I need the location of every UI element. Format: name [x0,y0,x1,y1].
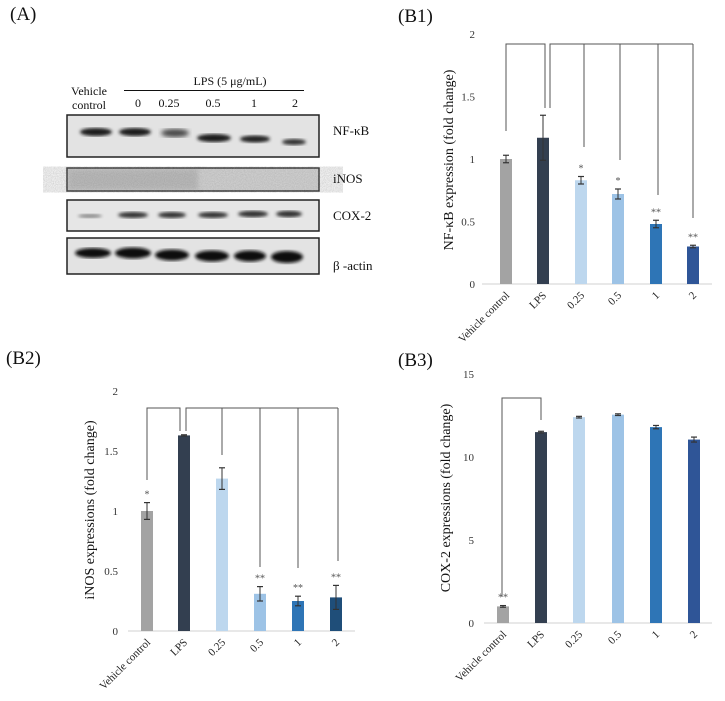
significance-bracket [146,407,181,480]
bar-vehicle-control [500,159,512,284]
significance-marker: ** [255,574,265,585]
blot-label-beta-actin: β -actin [333,258,373,273]
x-tick-label: 0.5 [606,628,625,647]
bar-vehicle-control [497,606,509,623]
blot-strip-inos [66,167,320,192]
blot-strip-nfkb [66,114,320,158]
lps-header-line [124,90,304,91]
significance-bracket [501,397,542,597]
x-tick-label: 2 [688,629,700,641]
y-tick-label: 0 [470,279,476,291]
bar-0p25 [216,478,228,631]
x-tick-label: 0.25 [563,628,585,650]
blot-label-inos: iNOS [333,171,363,186]
significance-bracket [185,407,338,431]
bar-1 [292,601,304,631]
vehicle-line2: control [72,98,106,112]
y-axis-label: iNOS expressions (fold change) [83,420,98,600]
y-axis-label: NF-κB expression (fold change) [442,69,457,250]
vehicle-line1: Vehicle [71,84,107,98]
significance-marker: ** [293,583,303,594]
significance-marker: * [616,176,621,187]
panel-label-b1: (B1) [398,6,433,27]
panel-label-b2: (B2) [6,348,41,369]
vehicle-control-label: Vehicle control [64,84,114,112]
bar-0p25 [573,417,585,623]
bar-2 [688,439,700,623]
y-tick-label: 1.5 [461,92,475,104]
lane-label-0: 0 [135,96,141,110]
x-tick-label: Vehicle control [453,629,509,685]
blot-strip-cox2 [66,199,320,232]
significance-marker: * [145,490,150,501]
bar-0p5 [612,414,624,623]
y-tick-label: 5 [469,535,475,547]
significance-marker: ** [498,593,508,604]
blot-label-cox2: COX-2 [333,208,372,223]
panel-label-b3: (B3) [398,350,433,371]
bar-2 [687,246,699,284]
panel-label-a: (A) [10,4,37,25]
y-axis-label: COX-2 expressions (fold change) [439,403,454,592]
y-tick-label: 0.5 [104,566,118,578]
y-tick-label: 10 [463,452,475,464]
bar-lps [535,432,547,623]
bar-vehicle-control [141,511,153,631]
y-tick-label: 1 [470,154,476,166]
bar-0p5 [254,593,266,631]
bar-lps [537,137,549,284]
lane-label-2: 2 [292,96,298,110]
x-tick-label: LPS [525,629,547,651]
bar-0p5 [612,194,624,284]
bar-1 [650,224,662,284]
y-tick-label: 1.5 [104,446,118,458]
western-blot-panel: Vehicle control LPS (5 μg/mL) 0 0.25 0.5… [0,0,372,300]
y-tick-label: 2 [113,386,119,398]
y-tick-label: 15 [463,369,475,381]
blot-image [66,114,320,275]
bar-2 [330,597,342,631]
significance-marker: * [579,164,584,175]
significance-marker: ** [688,232,698,243]
bar-0p25 [575,180,587,284]
lane-label-1: 1 [251,96,257,110]
bar-lps [178,435,190,631]
bar-1 [650,427,662,623]
significance-bracket [549,43,693,108]
blot-label-nfkb: NF-κB [333,123,370,138]
significance-marker: ** [331,572,341,583]
y-tick-label: 1 [113,506,119,518]
significance-marker: ** [651,207,661,218]
lane-label-05: 0.5 [205,96,221,110]
y-tick-label: 0 [113,626,119,638]
y-tick-label: 0.5 [461,217,475,229]
lps-header: LPS (5 μg/mL) [193,74,267,88]
x-tick-label: 1 [650,629,662,641]
lane-label-025: 0.25 [158,96,180,110]
blot-strip-beta-actin [66,237,320,275]
y-tick-label: 0 [469,618,475,630]
y-tick-label: 2 [470,29,476,41]
significance-bracket [505,43,546,131]
